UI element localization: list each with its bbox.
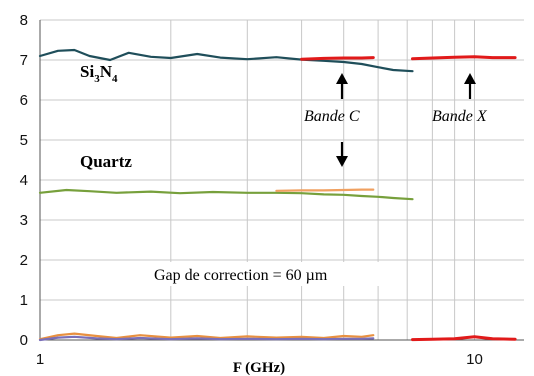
y-tick-label: 7 bbox=[20, 52, 28, 69]
bande-c-label: Bande C bbox=[304, 108, 360, 125]
y-tick-label: 8 bbox=[20, 12, 28, 29]
gap-annotation: Gap de correction = 60 µm bbox=[154, 267, 328, 284]
series-line-band_measure bbox=[411, 335, 517, 342]
bande-x-label: Bande X bbox=[432, 108, 488, 125]
bande-x-up-arrow bbox=[464, 73, 476, 99]
series-line-si3n4_broadband bbox=[38, 48, 414, 73]
y-tick-label: 4 bbox=[20, 172, 28, 189]
y-tick-label: 5 bbox=[20, 132, 28, 149]
quartz-label: Quartz bbox=[80, 152, 132, 171]
gap-annotation-bg bbox=[150, 262, 398, 286]
si3n4-label: Si3N4 bbox=[80, 62, 118, 85]
x-tick-label: 1 bbox=[36, 351, 44, 368]
quartz-down-arrow bbox=[336, 142, 348, 167]
series-line-band_measure bbox=[300, 56, 375, 61]
bande-c-up-arrow bbox=[336, 73, 348, 99]
y-tick-label: 3 bbox=[20, 212, 28, 229]
series-line-near_zero_b bbox=[38, 335, 375, 342]
y-tick-label: 2 bbox=[20, 252, 28, 269]
x-tick-label: 10 bbox=[466, 351, 483, 368]
series-group bbox=[38, 48, 517, 342]
y-tick-label: 0 bbox=[20, 332, 28, 349]
series-line-quartz_broadband bbox=[38, 188, 414, 201]
series-line-quartz_band_c bbox=[275, 188, 375, 192]
grid bbox=[40, 19, 524, 340]
y-tick-label: 6 bbox=[20, 92, 28, 109]
x-axis-label: F (GHz) bbox=[233, 360, 285, 376]
series-line-band_measure bbox=[411, 55, 517, 61]
y-tick-label: 1 bbox=[20, 292, 28, 309]
series-line-near_zero_a bbox=[38, 332, 375, 341]
